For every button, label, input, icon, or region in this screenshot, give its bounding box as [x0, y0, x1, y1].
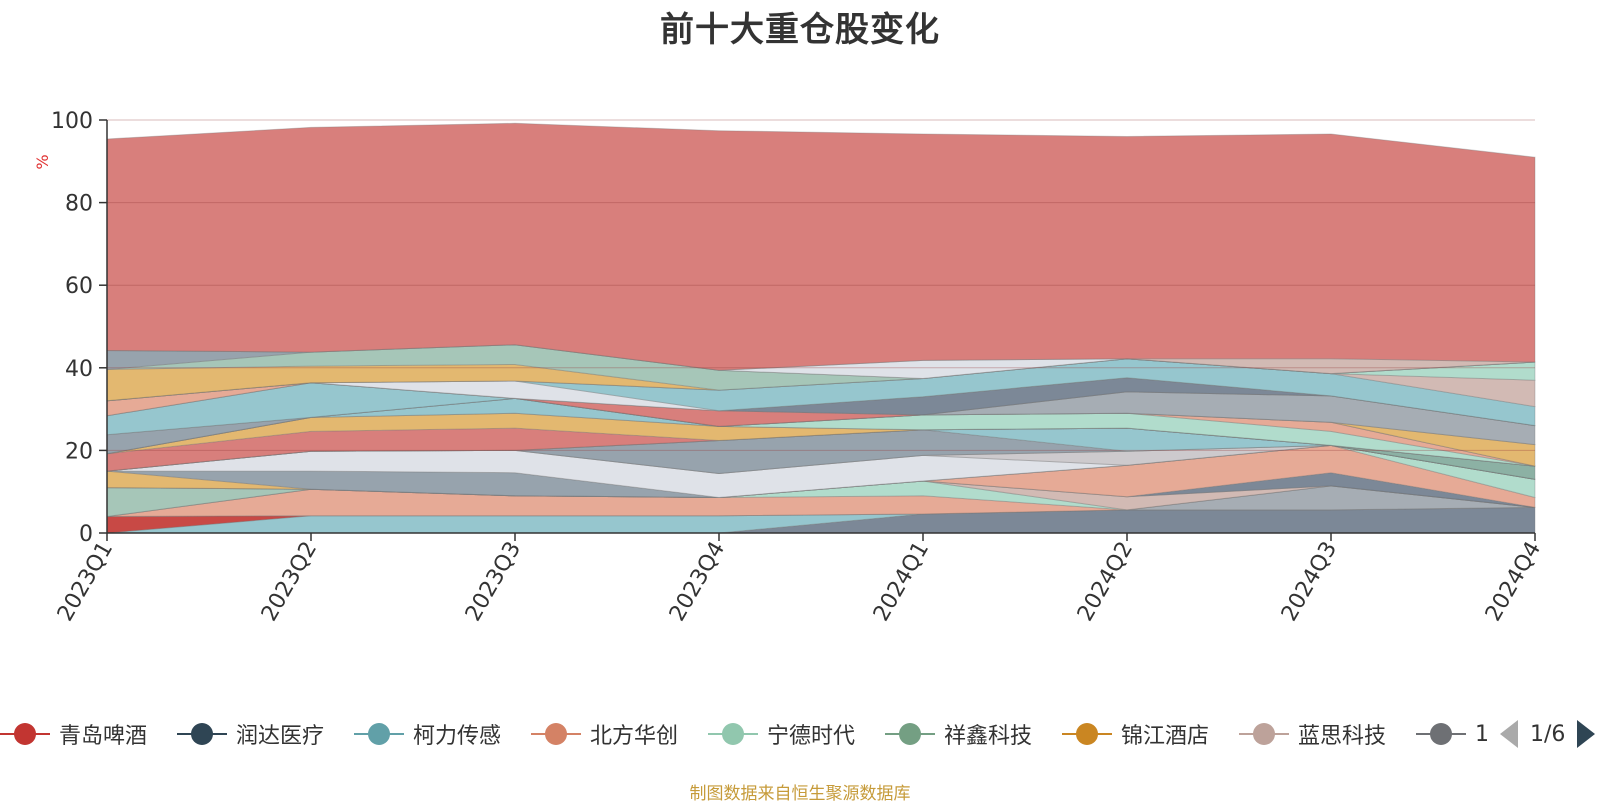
- legend-item[interactable]: 蓝思科技: [1239, 712, 1386, 756]
- legend-label: 宁德时代: [767, 724, 856, 749]
- triangle-left-icon[interactable]: [1500, 720, 1518, 748]
- legend-marker-icon: [885, 723, 935, 745]
- area-series-18: [106, 427, 1536, 480]
- legend-dot-icon: [368, 723, 390, 745]
- legend-dot-icon: [545, 723, 567, 745]
- legend-items-viewport: 青岛啤酒 润达医疗 柯力传感 北方华创 宁德时代 祥鑫科技 锦江酒店 蓝思科技 1: [0, 712, 1490, 756]
- gridlines: [107, 119, 1535, 451]
- legend-item[interactable]: 润达医疗: [177, 712, 324, 756]
- legend-marker-icon: [1239, 723, 1289, 745]
- legend-dot-icon: [722, 723, 744, 745]
- y-tick-label: 0: [79, 522, 93, 547]
- area-series-layer: [106, 122, 1536, 534]
- x-tick-label: 2024Q4: [1481, 538, 1546, 626]
- legend-dot-icon: [14, 723, 36, 745]
- x-tick-label: 2023Q3: [461, 538, 526, 626]
- legend-label: 蓝思科技: [1298, 724, 1387, 749]
- legend-label: 祥鑫科技: [944, 724, 1033, 749]
- x-tick-label: 2024Q3: [1277, 538, 1342, 626]
- y-tick-label: 60: [65, 274, 93, 299]
- legend-marker-icon: [1062, 723, 1112, 745]
- triangle-right-icon[interactable]: [1577, 720, 1596, 748]
- legend-item[interactable]: 柯力传感: [354, 712, 501, 756]
- legend-item[interactable]: 青岛啤酒: [0, 712, 147, 756]
- y-tick-label: 20: [65, 439, 93, 464]
- legend-marker-icon: [531, 723, 581, 745]
- legend-marker-icon: [1416, 723, 1466, 745]
- data-source-note: 制图数据来自恒生聚源数据库: [689, 784, 911, 804]
- legend-label: 青岛啤酒: [59, 724, 148, 749]
- legend-item[interactable]: 宁德时代: [708, 712, 855, 756]
- legend-dot-icon: [1430, 723, 1452, 745]
- legend-label: 润达医疗: [236, 724, 325, 749]
- y-tick-label: 40: [65, 357, 93, 382]
- legend-marker-icon: [177, 723, 227, 745]
- legend-item[interactable]: 北方华创: [531, 712, 678, 756]
- chart-title: 前十大重仓股变化: [660, 10, 940, 50]
- x-tick-label: 2023Q4: [665, 538, 730, 626]
- legend-label: 1: [1475, 721, 1489, 747]
- legend-item[interactable]: 祥鑫科技: [885, 712, 1032, 756]
- area-series-42: [106, 122, 1536, 371]
- x-tick-label: 2023Q1: [53, 538, 118, 626]
- legend-label: 北方华创: [590, 724, 679, 749]
- y-tick-label: 80: [65, 192, 93, 217]
- y-tick-label: 100: [51, 109, 93, 134]
- legend-marker-icon: [354, 723, 404, 745]
- legend-page-indicator: 1/6: [1530, 721, 1566, 747]
- legend-label: 锦江酒店: [1121, 724, 1210, 749]
- legend-dot-icon: [191, 723, 213, 745]
- legend-item[interactable]: 锦江酒店: [1062, 712, 1209, 756]
- legend: 青岛啤酒 润达医疗 柯力传感 北方华创 宁德时代 祥鑫科技 锦江酒店 蓝思科技 1 1/6: [0, 712, 1600, 756]
- legend-marker-icon: [708, 723, 758, 745]
- legend-dot-icon: [899, 723, 921, 745]
- legend-marker-icon: [0, 723, 50, 745]
- x-tick-label: 2024Q2: [1073, 538, 1138, 626]
- chart-plot: 0 20 40 60 80 100 2023Q1 2023Q2 2023Q3 2023Q4 2024…: [33, 109, 1546, 626]
- legend-item[interactable]: 1: [1416, 712, 1489, 756]
- legend-label: 柯力传感: [413, 724, 502, 749]
- x-tick-label: 2024Q1: [869, 538, 934, 626]
- y-axis-unit-label: %: [33, 154, 52, 169]
- legend-dot-icon: [1076, 723, 1098, 745]
- legend-pager: 1/6: [1500, 712, 1596, 756]
- legend-dot-icon: [1253, 723, 1275, 745]
- x-tick-label: 2023Q2: [257, 538, 322, 626]
